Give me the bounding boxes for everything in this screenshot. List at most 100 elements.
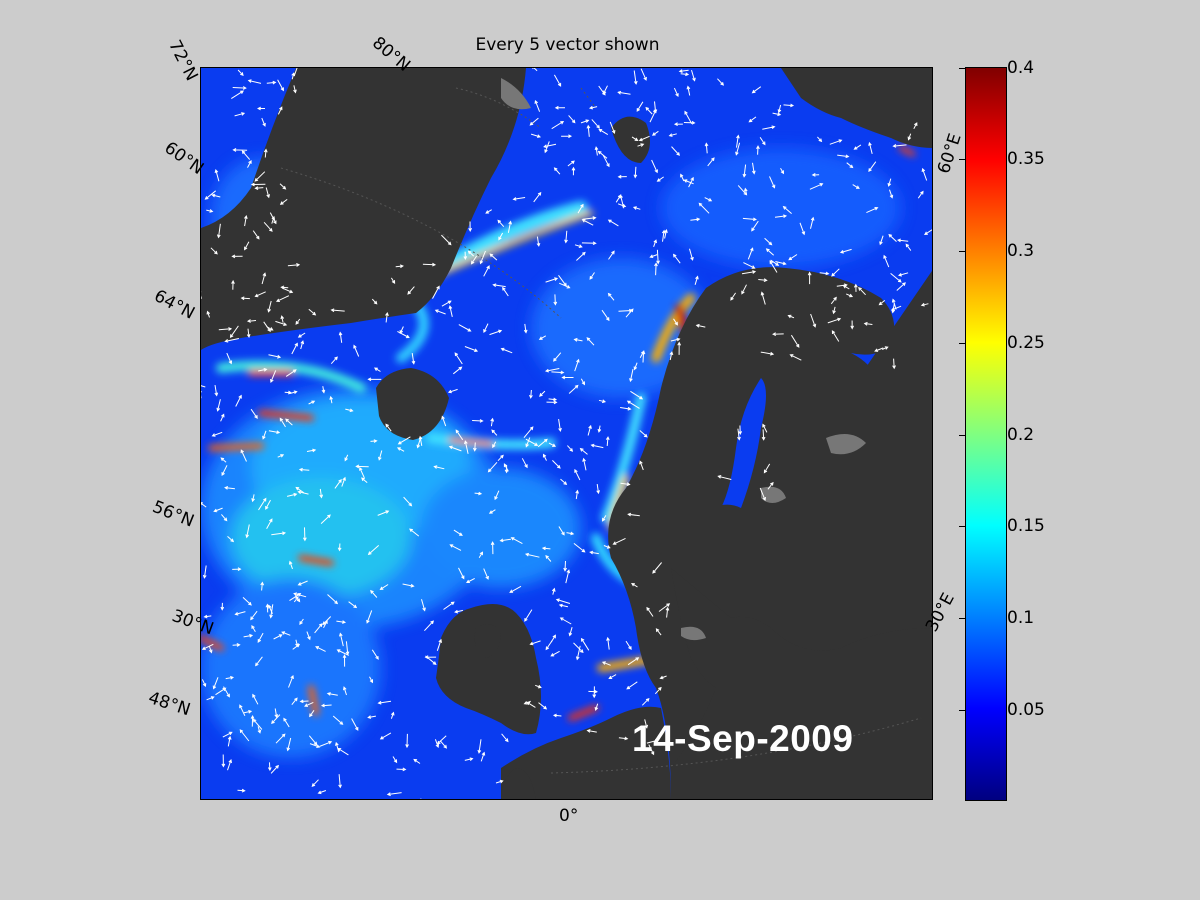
velocity-arrow <box>263 321 271 333</box>
velocity-arrow <box>601 661 611 666</box>
velocity-arrow <box>853 144 862 150</box>
velocity-arrow <box>282 287 294 294</box>
velocity-arrow <box>405 733 409 749</box>
velocity-arrow <box>504 465 509 474</box>
velocity-arrow <box>830 296 837 305</box>
velocity-arrow <box>239 729 250 742</box>
velocity-arrow <box>439 740 448 749</box>
velocity-arrow <box>221 465 228 477</box>
velocity-arrow <box>777 104 782 114</box>
velocity-arrow <box>343 686 347 696</box>
velocity-arrow <box>308 308 317 316</box>
velocity-arrow <box>551 120 565 130</box>
velocity-arrow <box>545 277 559 283</box>
velocity-arrow <box>370 589 378 598</box>
velocity-arrow <box>632 206 641 210</box>
velocity-arrow <box>680 173 685 182</box>
velocity-arrow <box>736 134 740 148</box>
velocity-arrow <box>654 686 662 695</box>
velocity-arrow <box>788 254 798 261</box>
velocity-arrow <box>555 598 571 604</box>
velocity-arrow <box>479 250 486 265</box>
velocity-arrow <box>279 199 288 205</box>
velocity-arrow <box>507 220 512 233</box>
velocity-arrow <box>309 743 321 748</box>
velocity-arrow <box>402 583 415 588</box>
velocity-arrow <box>646 738 660 744</box>
velocity-arrow <box>226 352 233 365</box>
velocity-arrow <box>464 757 474 761</box>
velocity-arrow <box>498 232 504 241</box>
velocity-arrow <box>525 437 531 448</box>
velocity-arrow <box>567 445 574 452</box>
velocity-arrow <box>845 293 854 298</box>
velocity-arrow <box>874 347 884 352</box>
velocity-arrow <box>665 606 670 618</box>
velocity-arrow <box>379 732 392 740</box>
velocity-arrow <box>751 86 762 94</box>
velocity-arrow <box>270 370 277 383</box>
velocity-arrow <box>892 143 907 148</box>
velocity-arrow <box>317 790 327 795</box>
velocity-arrow <box>268 354 282 359</box>
graticule <box>280 87 922 774</box>
velocity-arrow <box>254 186 264 190</box>
velocity-arrow <box>434 309 446 315</box>
velocity-arrow <box>597 150 608 159</box>
velocity-arrow <box>224 338 240 343</box>
velocity-arrow <box>338 331 343 343</box>
velocity-arrow <box>890 273 902 283</box>
velocity-arrow <box>589 550 599 555</box>
velocity-arrow <box>644 719 649 729</box>
velocity-arrow <box>330 308 345 313</box>
velocity-arrow <box>243 633 254 638</box>
velocity-arrow <box>411 353 416 365</box>
velocity-arrow <box>262 430 267 440</box>
velocity-arrow <box>432 285 440 299</box>
velocity-arrow <box>524 552 540 558</box>
velocity-arrow <box>664 228 668 239</box>
velocity-arrow <box>216 223 221 239</box>
velocity-arrow <box>640 68 647 81</box>
velocity-arrow <box>378 450 383 461</box>
velocity-arrow <box>271 714 281 725</box>
velocity-vectors <box>201 68 932 799</box>
velocity-arrow <box>743 187 748 195</box>
velocity-arrow <box>234 611 246 616</box>
velocity-arrow <box>201 679 207 688</box>
velocity-arrow <box>850 320 855 330</box>
velocity-arrow <box>533 191 542 203</box>
map-panel <box>200 67 933 800</box>
velocity-arrow <box>254 291 266 298</box>
velocity-arrow <box>275 733 286 744</box>
velocity-arrow <box>474 491 483 496</box>
continent <box>501 706 671 799</box>
velocity-arrow <box>523 426 534 439</box>
velocity-arrow <box>237 69 244 76</box>
velocity-arrow <box>807 271 812 285</box>
velocity-arrow <box>637 143 645 147</box>
velocity-arrow <box>501 733 509 743</box>
velocity-arrow <box>597 425 602 433</box>
velocity-arrow <box>764 237 773 246</box>
velocity-arrow <box>327 594 339 605</box>
velocity-arrow <box>468 221 473 232</box>
velocity-arrow <box>879 235 884 246</box>
velocity-arrow <box>252 693 259 705</box>
velocity-arrow <box>588 689 598 694</box>
velocity-arrow <box>688 176 694 188</box>
velocity-arrow <box>222 731 233 738</box>
velocity-arrow <box>320 703 332 708</box>
velocity-arrow <box>243 709 253 714</box>
velocity-arrow <box>878 300 886 306</box>
velocity-arrow <box>268 604 273 614</box>
velocity-arrow <box>627 657 640 666</box>
velocity-arrow <box>545 555 552 562</box>
velocity-arrow <box>452 366 463 375</box>
velocity-arrow <box>553 352 562 362</box>
velocity-arrow <box>553 167 561 175</box>
velocity-arrow <box>683 120 696 125</box>
velocity-arrow <box>639 350 645 359</box>
velocity-arrow <box>291 697 298 706</box>
velocity-arrow <box>573 642 584 654</box>
